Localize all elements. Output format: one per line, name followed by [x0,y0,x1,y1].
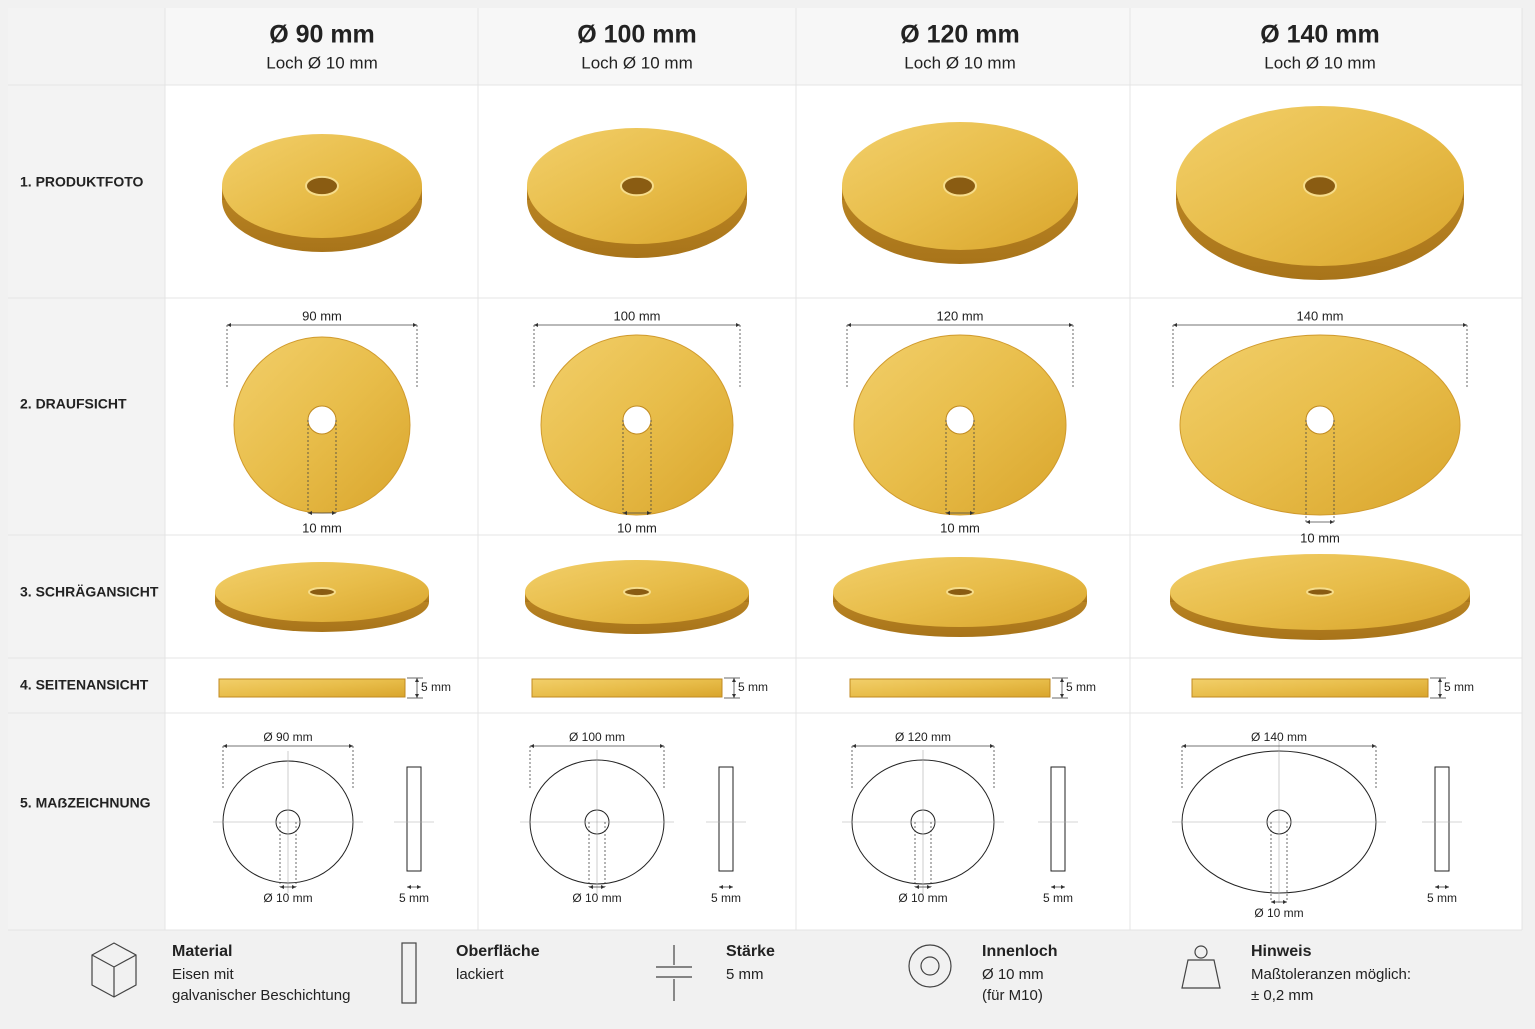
icon-surface [401,942,417,1004]
dimension-label: 10 mm [940,520,980,535]
row-label: 1. PRODUKTFOTO [20,174,144,190]
drawing-side [718,766,734,872]
dimension-label: 100 mm [614,308,661,323]
dimension-label: 5 mm [1427,891,1457,905]
footer-title: Innenloch [982,943,1058,960]
dimension-label: Ø 10 mm [898,891,947,905]
icon-weight-ring [1194,945,1208,959]
dimension-label: 5 mm [1444,680,1474,694]
side-view-disc [218,678,406,698]
row-label: 3. SCHRÄGANSICHT [20,584,159,600]
dimension-label: Ø 140 mm [1251,730,1307,744]
disc-hole [943,175,977,197]
column-subtitle: Loch Ø 10 mm [1264,53,1376,72]
footer-text: galvanischer Beschichtung [172,987,350,1004]
footer-text: Maßtoleranzen möglich: [1251,966,1411,983]
footer-text: Eisen mit [172,966,235,983]
label-column-bg [8,8,165,930]
footer-text: ± 0,2 mm [1251,987,1313,1004]
dimension-label: 5 mm [1043,891,1073,905]
footer-text: 5 mm [726,966,764,983]
header-bg [165,8,1522,85]
dimension-label: 10 mm [617,520,657,535]
side-view-disc [1191,678,1429,698]
drawing-side [1434,766,1450,872]
footer-title: Oberfläche [456,943,540,960]
icon-hole-outer [908,944,952,988]
column-subtitle: Loch Ø 10 mm [581,53,693,72]
icon-weight [1181,959,1221,989]
icon-thickness [656,945,692,1001]
footer-title: Hinweis [1251,943,1312,960]
footer-text: (für M10) [982,987,1043,1004]
dimension-label: Ø 10 mm [1254,906,1303,920]
disc-hole [620,175,654,197]
column-title: Ø 100 mm [577,21,697,49]
dimension-label: Ø 120 mm [895,730,951,744]
top-view-hole [307,405,337,435]
dimension-label: Ø 100 mm [569,730,625,744]
dimension-label: 5 mm [1066,680,1096,694]
column-title: Ø 120 mm [900,21,1020,49]
top-view-hole [945,405,975,435]
disc-hole [305,175,339,197]
dimension-label: Ø 10 mm [572,891,621,905]
dimension-label: 5 mm [421,680,451,694]
row-label: 4. SEITENANSICHT [20,677,149,693]
side-view-disc [531,678,723,698]
footer-text: lackiert [456,966,504,983]
drawing-side [406,766,422,872]
disc-hole [308,586,336,598]
dimension-label: 5 mm [399,891,429,905]
dimension-label: Ø 10 mm [263,891,312,905]
column-subtitle: Loch Ø 10 mm [904,53,1016,72]
icon-hole-inner [920,956,940,976]
dimension-label: 140 mm [1297,308,1344,323]
disc-hole [946,587,974,597]
footer-title: Stärke [726,943,775,960]
top-view-hole [1305,405,1335,435]
drawing-side [1050,766,1066,872]
footer-text: Ø 10 mm [982,966,1044,983]
dimension-label: 90 mm [302,308,342,323]
dimension-label: Ø 90 mm [263,730,312,744]
column-title: Ø 140 mm [1260,21,1380,49]
dimension-label: 5 mm [738,680,768,694]
top-view-hole [622,405,652,435]
icon-material [91,942,137,998]
column-title: Ø 90 mm [269,21,375,49]
disc-hole [1303,175,1337,197]
row-label: 5. MAẞZEICHNUNG [20,795,151,811]
dimension-label: 120 mm [937,308,984,323]
row-label: 2. DRAUFSICHT [20,396,127,412]
footer-title: Material [172,943,232,960]
dimension-label: 10 mm [302,520,342,535]
dimension-label: 10 mm [1300,530,1340,545]
disc-hole [623,586,651,598]
dimension-label: 5 mm [711,891,741,905]
column-subtitle: Loch Ø 10 mm [266,53,378,72]
side-view-disc [849,678,1051,698]
disc-hole [1306,587,1334,597]
